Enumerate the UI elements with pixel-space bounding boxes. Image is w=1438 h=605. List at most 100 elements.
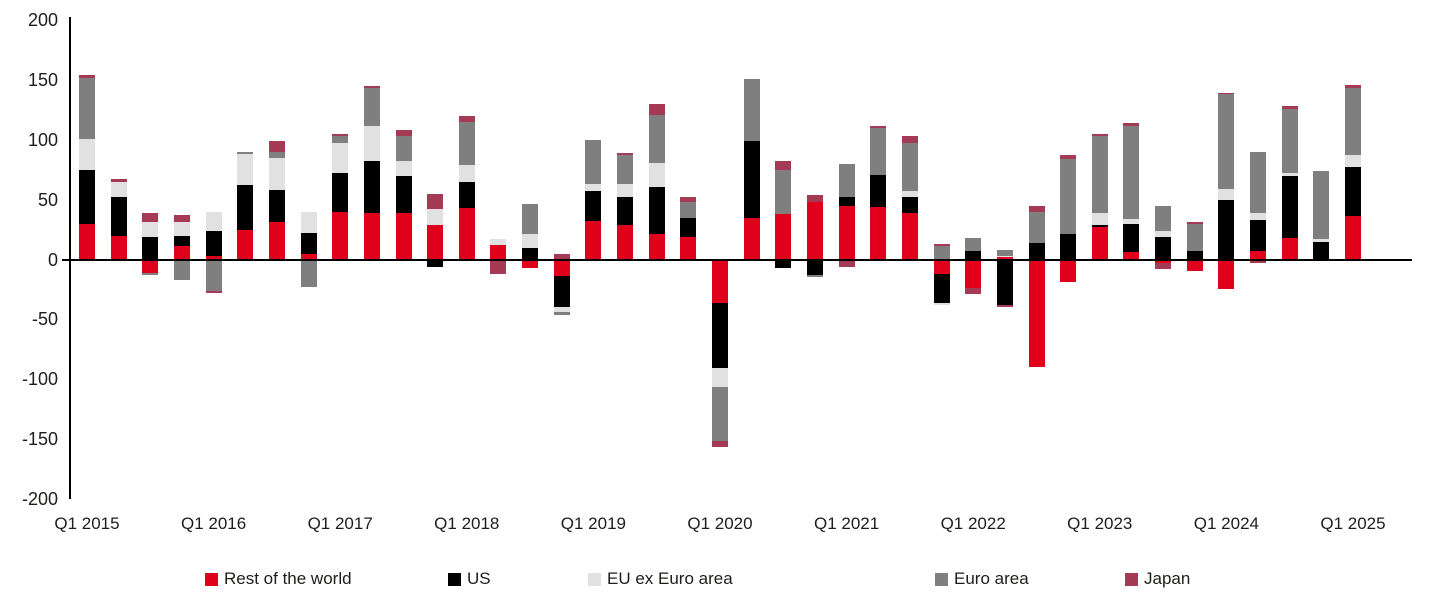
bar-segment: [553, 307, 570, 313]
bar-segment: [553, 253, 570, 260]
bar-segment: [363, 86, 380, 89]
bar-segment: [775, 161, 792, 170]
bar-segment: [775, 214, 792, 260]
bar-segment: [173, 215, 190, 223]
bar-segment: [712, 259, 728, 303]
bar-segment: [142, 272, 159, 276]
bar-segment: [965, 259, 982, 289]
bar-segment: [1028, 259, 1045, 368]
y-tick-label: 150: [27, 70, 58, 91]
bar-segment: [363, 88, 380, 126]
bar-segment: [490, 245, 507, 260]
bar-segment: [806, 194, 823, 203]
legend-swatch-icon: [1125, 572, 1138, 586]
bar-segment: [585, 184, 602, 192]
bar-segment: [1186, 222, 1203, 224]
bar-segment: [173, 259, 190, 280]
bar-segment: [712, 368, 728, 388]
bar-segment: [1281, 237, 1298, 260]
bar-segment: [553, 276, 570, 308]
bar-segment: [743, 141, 760, 218]
bar-segment: [363, 125, 380, 162]
bar-segment: [268, 157, 285, 191]
bar-segment: [870, 206, 887, 260]
bar-segment: [1313, 241, 1330, 260]
bar-segment: [173, 222, 190, 236]
bar-segment: [300, 259, 317, 287]
bar-segment: [1123, 125, 1140, 219]
bar-segment: [680, 236, 697, 260]
bar-segment: [1123, 252, 1140, 260]
legend-item-euro-area: Euro area: [935, 569, 1029, 588]
legend-item-eu-ex-euro-area: EU ex Euro area: [588, 569, 733, 588]
bar-segment: [933, 243, 950, 247]
bar-segment: [395, 212, 412, 260]
legend-item-us: US: [448, 569, 491, 588]
bar-segment: [933, 259, 950, 274]
x-tick-label: Q1 2020: [687, 514, 753, 533]
bar-segment: [395, 175, 412, 213]
bar-segment: [806, 259, 823, 276]
bar-segment: [712, 302, 728, 369]
bar-segment: [1155, 205, 1172, 231]
bar-segment: [110, 197, 127, 236]
y-tick-label: -150: [21, 428, 58, 449]
bar-segment: [1028, 205, 1045, 212]
bar-segment: [205, 259, 222, 291]
legend-label: US: [467, 569, 491, 588]
bar-segment: [79, 169, 95, 224]
bar-segment: [237, 151, 254, 155]
bar-segment: [268, 151, 285, 158]
bar-segment: [1060, 234, 1077, 260]
bar-segment: [332, 173, 349, 212]
bar-segment: [332, 136, 349, 144]
bar-segment: [427, 193, 444, 210]
bar-segment: [648, 162, 665, 187]
bar-segment: [1186, 223, 1203, 252]
bar-segment: [1218, 199, 1235, 260]
bar-segment: [1155, 259, 1172, 264]
bar-segment: [1028, 242, 1045, 260]
bar-segment: [838, 259, 855, 267]
legend-swatch-icon: [448, 572, 461, 586]
bar-segment: [110, 181, 127, 198]
bar-segment: [237, 229, 254, 260]
bar-segment: [996, 259, 1013, 305]
bar-segment: [490, 239, 507, 246]
legend-item-rest-of-the-world: Rest of the world: [205, 569, 352, 588]
x-tick-label: Q1 2016: [180, 514, 247, 533]
y-tick-label: -50: [31, 309, 58, 330]
bar-segment: [1155, 236, 1172, 260]
y-tick-label: 200: [27, 10, 58, 31]
bar-segment: [648, 234, 665, 260]
bar-segment: [142, 222, 159, 237]
bar-segment: [237, 185, 254, 230]
bar-segment: [585, 221, 602, 260]
bar-segment: [996, 304, 1013, 308]
bar-segment: [268, 222, 285, 260]
bar-segment: [110, 179, 127, 182]
bar-segment: [332, 143, 349, 174]
y-tick-label: -100: [21, 369, 58, 390]
bar-segment: [300, 253, 317, 260]
bar-segment: [79, 75, 95, 78]
legend-swatch-icon: [588, 572, 601, 586]
bar-segment: [775, 259, 792, 268]
bar-segment: [901, 136, 918, 144]
bar-segment: [617, 155, 634, 185]
bar-segment: [648, 103, 665, 115]
bar-segment: [427, 209, 444, 225]
bar-segment: [427, 259, 444, 267]
bar-segment: [173, 246, 190, 260]
bar-segment: [1218, 188, 1235, 200]
bar-segment: [522, 247, 539, 260]
y-tick-label: 50: [37, 189, 58, 210]
bar-segment: [775, 169, 792, 215]
bar-segment: [743, 217, 760, 260]
bar-segment: [870, 125, 887, 128]
bar-segment: [1186, 259, 1203, 272]
bar-segment: [268, 141, 285, 152]
bar-segment: [395, 130, 412, 137]
bar-segment: [585, 139, 602, 185]
bar-segment: [110, 235, 127, 260]
